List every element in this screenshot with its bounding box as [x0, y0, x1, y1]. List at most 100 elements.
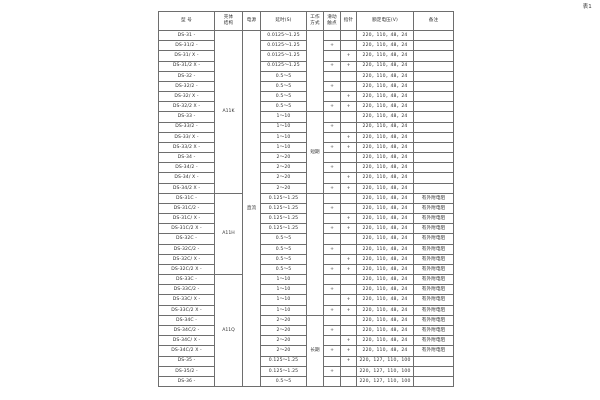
cell-delay-time: 2～20	[260, 324, 307, 337]
cell-delay-time: 2～20	[260, 182, 307, 194]
cell-note	[413, 121, 454, 133]
cell-delay-time: 1～10	[260, 304, 307, 316]
cell-shell-structure: A11Q	[214, 274, 243, 388]
cell-note	[413, 172, 454, 184]
cell-rated-voltage: 220，110，48，24	[356, 243, 414, 255]
cell-rated-voltage: 220，110，48，24	[356, 304, 414, 316]
cell-rated-voltage: 220，110，48，24	[356, 141, 414, 154]
cell-pointer: +	[340, 91, 357, 103]
col-header-shell: 壳体 结构	[214, 11, 243, 31]
cell-rated-voltage: 220，110，48，24	[356, 60, 414, 72]
cell-rated-voltage: 220，110，48，24	[356, 202, 414, 215]
cell-pointer	[340, 365, 357, 377]
cell-note: 有外附电阻	[413, 223, 454, 235]
cell-note	[413, 40, 454, 52]
cell-delay-time: 2～20	[260, 162, 307, 174]
table-row: DS-31C/2 - 0.125～1.25 +220，110，48，24 有外附电阻	[158, 202, 454, 215]
cell-model: DS-33/ X -	[158, 131, 215, 143]
cell-delay-time: 0.0125～1.25	[260, 50, 307, 62]
cell-pointer	[340, 40, 357, 52]
cell-note	[413, 182, 454, 194]
table-row: DS-31C/ X - 0.125～1.25 +220，110，48，24 有外附电阻	[158, 213, 454, 225]
cell-sliding-contact	[323, 192, 341, 204]
cell-rated-voltage: 220，110，48，24	[356, 29, 414, 42]
table-row: DS-31 - A11K 直流 0.0125～1.25 220，110，48，24	[158, 29, 454, 388]
cell-rated-voltage: 220，110，48，24	[356, 284, 414, 296]
cell-work-mode: 短期	[306, 111, 324, 194]
cell-note: 有外附电阻	[413, 243, 454, 255]
cell-model: DS-34 -	[158, 152, 215, 164]
cell-rated-voltage: 220，110，48，24	[356, 121, 414, 133]
cell-delay-time: 1～10	[260, 121, 307, 133]
cell-note	[413, 60, 454, 72]
cell-rated-voltage: 220，110，48，24	[356, 91, 414, 103]
col-header-text: 额定电压(V)	[372, 17, 398, 23]
table-header: 型 号壳体 结构 电源 延时(S) 工作 方式 滑动 触点 指针 额定电压(V) 备注	[158, 11, 454, 31]
cell-note	[413, 91, 454, 103]
cell-note: 有外附电阻	[413, 324, 454, 337]
cell-rated-voltage: 220，110，48，24	[356, 263, 414, 276]
cell-rated-voltage: 220，110，48，24	[356, 50, 414, 62]
cell-rated-voltage: 220，110，48，24	[356, 70, 414, 82]
cell-delay-time: 0.5～5	[260, 91, 307, 103]
table-row: DS-35/2 - 0.125～1.25 +220，127，110，100	[158, 365, 454, 377]
cell-rated-voltage: 220，110，48，24	[356, 131, 414, 143]
table-row: DS-32/ X - 0.5～5 +220，110，48，24	[158, 91, 454, 103]
cell-sliding-contact	[323, 314, 341, 326]
cell-delay-time: 0.125～1.25	[260, 365, 307, 377]
cell-model: DS-31 -	[158, 29, 215, 42]
cell-model: DS-34/2 X -	[158, 182, 215, 194]
table-row: DS-34/2 X - 2～20 + +220，110，48，24	[158, 182, 454, 194]
cell-delay-time: 0.125～1.25	[260, 213, 307, 225]
cell-delay-time: 0.5～5	[260, 243, 307, 255]
cell-pointer	[340, 121, 357, 133]
cell-note	[413, 101, 454, 113]
cell-pointer	[340, 284, 357, 296]
cell-rated-voltage: 220，127，110，100	[356, 355, 414, 367]
col-header-delay: 延时(S)	[260, 11, 307, 31]
col-header-work: 工作 方式	[306, 11, 324, 31]
col-header-text: 方式	[310, 21, 320, 26]
cell-note: 有外附电阻	[413, 233, 454, 245]
cell-pointer: +	[340, 141, 357, 154]
cell-note	[413, 375, 454, 388]
cell-note	[413, 111, 454, 123]
cell-pointer: +	[340, 294, 357, 306]
cell-sliding-contact: +	[323, 121, 341, 133]
cell-model: DS-32 -	[158, 70, 215, 82]
cell-note: 有外附电阻	[413, 284, 454, 296]
cell-delay-time: 0.5～5	[260, 70, 307, 82]
cell-model: DS-31/2 X -	[158, 60, 215, 72]
cell-note: 有外附电阻	[413, 304, 454, 316]
cell-note	[413, 152, 454, 164]
cell-sliding-contact: +	[323, 365, 341, 377]
table-row: DS-31C - A11H 0.125～1.25 220，110，48，24 有外附电阻	[158, 192, 454, 316]
cell-rated-voltage: 220，110，48，24	[356, 182, 414, 194]
table-row: DS-33/2 X - 1～10 + +220，110，48，24	[158, 141, 454, 154]
cell-power-type: 直流	[242, 29, 261, 388]
cell-note: 有外附电阻	[413, 345, 454, 357]
table-row: DS-32C/2 - 0.5～5 +220，110，48，24 有外附电阻	[158, 243, 454, 255]
table-row: DS-33C/ X - 1～10 +220，110，48，24 有外附电阻	[158, 294, 454, 306]
col-header-text: 型 号	[181, 17, 192, 23]
cell-sliding-contact	[323, 172, 341, 184]
cell-rated-voltage: 220，110，48，24	[356, 294, 414, 306]
table-row: DS-32C - 0.5～5 220，110，48，24 有外附电阻	[158, 233, 454, 245]
table-row: DS-34C/2 - 2～20 +220，110，48，24 有外附电阻	[158, 324, 454, 337]
cell-rated-voltage: 220，110，48，24	[356, 274, 414, 286]
cell-sliding-contact	[323, 29, 341, 42]
cell-delay-time: 2～20	[260, 314, 307, 326]
cell-pointer	[340, 70, 357, 82]
col-header-power: 电源	[242, 11, 261, 31]
cell-rated-voltage: 220，110，48，24	[356, 172, 414, 184]
cell-delay-time: 0.5～5	[260, 101, 307, 113]
cell-model: DS-34C/2 X -	[158, 345, 215, 357]
cell-model: DS-32/ X -	[158, 91, 215, 103]
cell-model: DS-33/2 X -	[158, 141, 215, 154]
cell-note	[413, 80, 454, 93]
table-row: DS-34/ X - 2～20 +220，110，48，24	[158, 172, 454, 184]
col-header-text: 触点	[327, 21, 337, 26]
cell-pointer	[340, 202, 357, 215]
cell-model: DS-33 -	[158, 111, 215, 123]
cell-rated-voltage: 220，110，48，24	[356, 324, 414, 337]
